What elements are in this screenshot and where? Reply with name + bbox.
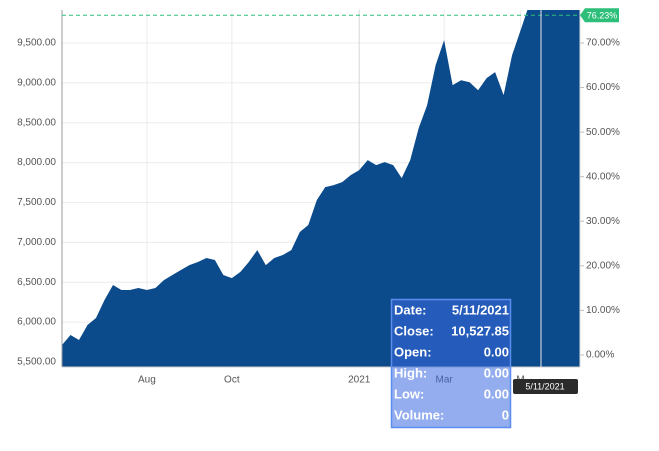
x-tick-label: 2021 [348,375,371,386]
y2-tick-label: 0.00% [586,350,614,361]
crosshair-label: 5/11/2021 [525,381,564,391]
y2-tick-label: 10.00% [586,305,620,316]
tooltip-label: Low: [394,386,424,401]
tooltip: Date: 5/11/2021 Close: 10,527.85 Open: 0.00 Hi… [390,298,512,429]
tooltip-value: 0 [502,407,509,422]
tooltip-label: High: [394,365,427,380]
y2-tick-label: 30.00% [586,216,620,227]
tooltip-box [390,298,512,429]
tooltip-value: 0.00 [484,344,509,359]
tooltip-label: Close: [394,323,434,338]
reference-badge [580,8,619,23]
y2-tick-label: 70.00% [586,38,620,49]
tooltip-label: Open: [394,344,432,359]
y-tick-label: 6,000.00 [17,317,56,328]
y-tick-label: 9,000.00 [17,77,56,88]
y-tick-label: 5,500.00 [17,357,56,368]
reference-label: 76.23% [587,11,618,21]
y2-tick-label: 40.00% [586,171,620,182]
y-tick-label: 8,000.00 [17,157,56,168]
tooltip-label: Volume: [394,407,444,422]
tooltip-value: 5/11/2021 [452,302,509,317]
x-tick-label: Oct [224,375,240,386]
y2-tick-label: 20.00% [586,260,620,271]
y-tick-label: 6,500.00 [17,277,56,288]
tooltip-value: 0.00 [484,365,509,380]
tooltip-label: Date: [394,302,427,317]
y-tick-label: 7,000.00 [17,237,56,248]
x-tick-label: Aug [138,375,156,386]
y-tick-label: 8,500.00 [17,117,56,128]
crosshair-box [513,379,578,394]
y2-tick-label: 60.00% [586,82,620,93]
area [62,10,580,367]
y2-tick-label: 50.00% [586,127,620,138]
tooltip-value: 0.00 [484,386,509,401]
y-tick-label: 7,500.00 [17,197,56,208]
tooltip-value: 10,527.85 [451,323,509,338]
y-tick-label: 9,500.00 [17,38,56,49]
